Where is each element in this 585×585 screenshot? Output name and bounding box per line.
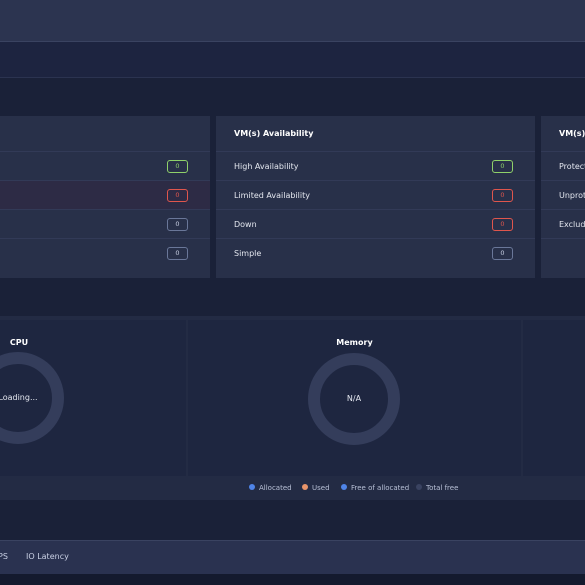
cpu-status: Loading...	[0, 393, 38, 402]
status-badge[interactable]: 0	[167, 247, 188, 260]
left-card-header	[0, 116, 210, 152]
top-header-bar	[0, 0, 585, 42]
memory-status: N/A	[346, 394, 362, 403]
extra-panel	[523, 320, 585, 476]
status-badge[interactable]: 0	[492, 218, 513, 231]
availability-row-limited[interactable]: Limited Availability 0	[216, 181, 535, 210]
row-label: High Availability	[234, 162, 299, 171]
status-badge[interactable]: 0	[492, 189, 513, 202]
metrics-tab-bar: PS IO Latency	[0, 540, 585, 574]
legend-used: Used	[302, 483, 330, 493]
availability-row-simple[interactable]: Simple 0	[216, 239, 535, 268]
protection-row[interactable]: Exclude	[541, 210, 585, 239]
left-card-row: 0	[0, 152, 210, 181]
status-badge[interactable]: 0	[167, 218, 188, 231]
left-card-row: 0	[0, 181, 210, 210]
tab-io-latency[interactable]: IO Latency	[26, 552, 69, 561]
card-title: VM(s) P	[541, 116, 585, 152]
status-badge[interactable]: 0	[492, 247, 513, 260]
legend-dot-icon	[416, 484, 422, 490]
availability-row-high[interactable]: High Availability 0	[216, 152, 535, 181]
card-title: VM(s) Availability	[216, 116, 535, 152]
status-badge[interactable]: 0	[492, 160, 513, 173]
availability-row-down[interactable]: Down 0	[216, 210, 535, 239]
legend-free-of-allocated: Free of allocated	[341, 483, 409, 493]
left-card-row: 0	[0, 210, 210, 239]
legend-total-free: Total free	[416, 483, 458, 493]
memory-panel: Memory N/A	[188, 320, 521, 476]
legend-dot-icon	[249, 484, 255, 490]
left-card-row: 0	[0, 239, 210, 268]
section-spacer	[0, 278, 585, 316]
sub-header-bar	[0, 42, 585, 78]
vm-availability-card: VM(s) Availability High Availability 0 L…	[216, 116, 535, 278]
cpu-panel: CPU Loading...	[0, 320, 186, 476]
status-badge[interactable]: 0	[167, 189, 188, 202]
legend-dot-icon	[341, 484, 347, 490]
tab-iops[interactable]: PS	[0, 552, 8, 561]
vm-protection-card: VM(s) P Protect Unprot Exclude	[541, 116, 585, 278]
footer-strip	[0, 574, 585, 585]
legend-dot-icon	[302, 484, 308, 490]
protection-row[interactable]: Unprot	[541, 181, 585, 210]
status-badge[interactable]: 0	[167, 160, 188, 173]
left-status-card: 0 0 0 0	[0, 116, 210, 278]
row-label: Simple	[234, 249, 262, 258]
legend-allocated: Allocated	[249, 483, 292, 493]
protection-row[interactable]: Protect	[541, 152, 585, 181]
section-spacer	[0, 500, 585, 540]
section-spacer	[0, 78, 585, 116]
resource-charts-section: CPU Loading... Memory N/A	[0, 316, 585, 476]
row-label: Down	[234, 220, 257, 229]
row-label: Limited Availability	[234, 191, 310, 200]
cpu-title: CPU	[9, 338, 29, 347]
chart-legend: Allocated Used Free of allocated Total f…	[0, 476, 585, 500]
memory-title: Memory	[336, 338, 373, 347]
